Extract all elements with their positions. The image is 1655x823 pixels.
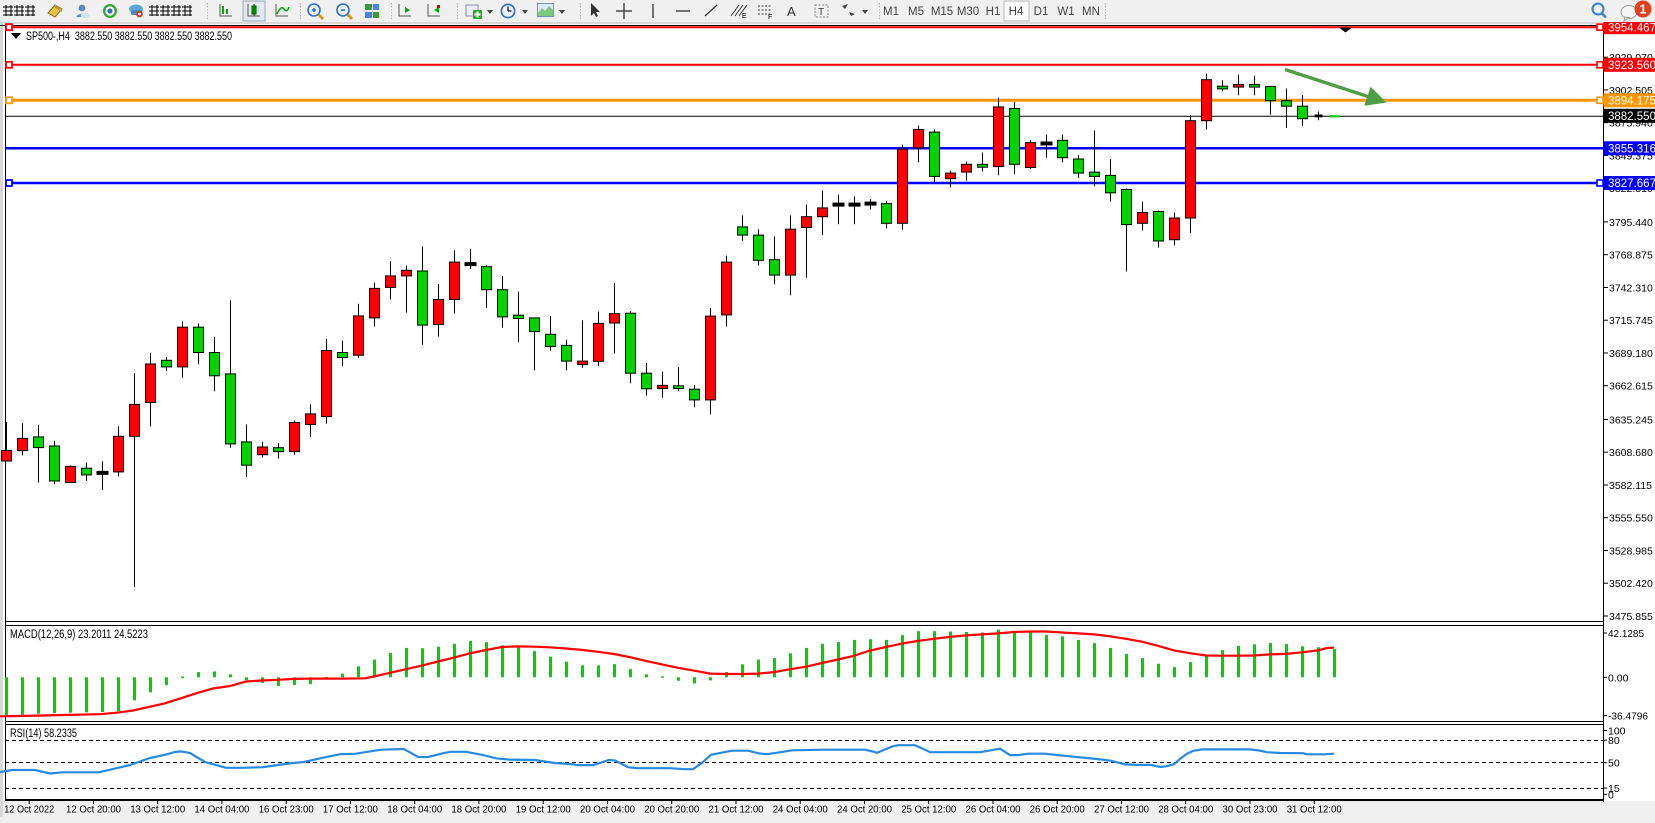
svg-text:MN: MN: [1082, 6, 1100, 18]
svg-text:MACD(12,26,9) 23.2011 24.5223: MACD(12,26,9) 23.2011 24.5223: [10, 629, 148, 641]
svg-text:M1: M1: [883, 6, 899, 18]
svg-text:21 Oct 12:00: 21 Oct 12:00: [709, 804, 764, 816]
svg-text:E: E: [742, 13, 747, 20]
svg-text:H1: H1: [986, 6, 1001, 18]
svg-text:0: 0: [1608, 789, 1614, 801]
svg-text:3635.245: 3635.245: [1609, 415, 1653, 427]
svg-text:3582.115: 3582.115: [1609, 480, 1652, 492]
svg-text:M5: M5: [908, 6, 924, 18]
svg-text:H4: H4: [1009, 6, 1024, 18]
svg-text:20 Oct 04:00: 20 Oct 04:00: [580, 804, 635, 816]
svg-text:-36.4796: -36.4796: [1608, 711, 1648, 723]
svg-text:3475.855: 3475.855: [1609, 611, 1653, 623]
svg-text:24 Oct 04:00: 24 Oct 04:00: [773, 804, 828, 816]
svg-text:50: 50: [1608, 758, 1620, 770]
svg-text:30 Oct 23:00: 30 Oct 23:00: [1223, 804, 1278, 816]
svg-text:A: A: [787, 4, 796, 19]
svg-text:0.00: 0.00: [1608, 672, 1629, 684]
svg-text:3855.316: 3855.316: [1608, 144, 1655, 156]
svg-text:12 Oct 2022: 12 Oct 2022: [4, 804, 54, 816]
svg-text:3555.550: 3555.550: [1609, 513, 1653, 525]
svg-text:3882.550: 3882.550: [1608, 111, 1655, 123]
svg-text:3795.440: 3795.440: [1609, 217, 1653, 229]
svg-text:14 Oct 04:00: 14 Oct 04:00: [194, 804, 249, 816]
svg-text:100: 100: [1608, 725, 1626, 737]
svg-text:3662.615: 3662.615: [1609, 381, 1653, 393]
svg-text:1: 1: [1640, 3, 1647, 17]
svg-text:18 Oct 20:00: 18 Oct 20:00: [451, 804, 506, 816]
svg-text:3768.875: 3768.875: [1609, 250, 1653, 262]
svg-text:3827.667: 3827.667: [1608, 178, 1655, 190]
svg-text:3528.985: 3528.985: [1609, 546, 1653, 558]
svg-text:20 Oct 20:00: 20 Oct 20:00: [644, 804, 699, 816]
svg-text:3502.420: 3502.420: [1609, 578, 1653, 590]
svg-text:15: 15: [1608, 783, 1620, 795]
svg-text:RSI(14) 58.2335: RSI(14) 58.2335: [10, 728, 77, 740]
svg-text:31 Oct 12:00: 31 Oct 12:00: [1287, 804, 1342, 816]
svg-text:42.1285: 42.1285: [1608, 628, 1644, 640]
svg-text:M15: M15: [931, 6, 953, 18]
svg-text:25 Oct 12:00: 25 Oct 12:00: [901, 804, 956, 816]
svg-text:W1: W1: [1057, 6, 1074, 18]
svg-text:26 Oct 20:00: 26 Oct 20:00: [1030, 804, 1085, 816]
svg-text:SP500-,H4 3882.550 3882.550 3: SP500-,H4 3882.550 3882.550 3882.550 388…: [26, 31, 232, 43]
svg-text:F: F: [768, 14, 772, 21]
svg-text:3894.175: 3894.175: [1608, 96, 1655, 108]
svg-text:M30: M30: [957, 6, 979, 18]
svg-text:13 Oct 12:00: 13 Oct 12:00: [130, 804, 185, 816]
svg-text:27 Oct 12:00: 27 Oct 12:00: [1094, 804, 1149, 816]
svg-text:3689.180: 3689.180: [1609, 348, 1653, 360]
svg-text:12 Oct 20:00: 12 Oct 20:00: [66, 804, 121, 816]
svg-text:17 Oct 12:00: 17 Oct 12:00: [323, 804, 378, 816]
svg-text:19 Oct 12:00: 19 Oct 12:00: [516, 804, 571, 816]
svg-text:3954.467: 3954.467: [1608, 22, 1655, 34]
svg-text:26 Oct 04:00: 26 Oct 04:00: [966, 804, 1021, 816]
svg-text:3742.310: 3742.310: [1609, 283, 1653, 295]
svg-text:3923.560: 3923.560: [1608, 60, 1655, 72]
svg-text:80: 80: [1608, 735, 1620, 747]
svg-text:T: T: [818, 7, 824, 18]
svg-text:3715.745: 3715.745: [1609, 315, 1653, 327]
svg-text:18 Oct 04:00: 18 Oct 04:00: [387, 804, 442, 816]
svg-text:28 Oct 04:00: 28 Oct 04:00: [1158, 804, 1213, 816]
svg-text:D1: D1: [1034, 6, 1049, 18]
svg-text:3608.680: 3608.680: [1609, 447, 1653, 459]
svg-text:16 Oct 23:00: 16 Oct 23:00: [259, 804, 314, 816]
svg-text:24 Oct 20:00: 24 Oct 20:00: [837, 804, 892, 816]
